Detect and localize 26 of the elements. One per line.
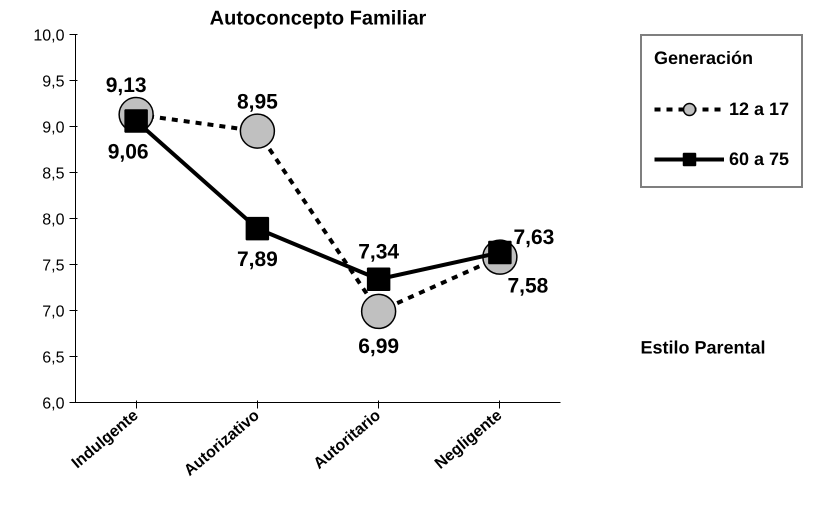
data-label: 9,13 [106,74,147,98]
y-tick-label: 10,0 [33,28,65,44]
data-label: 8,95 [236,90,278,114]
point [246,216,270,240]
x-axis-title: Estilo Parental [640,338,766,358]
point [360,294,396,330]
legend-label: 12 a 17 [729,98,790,120]
data-label: 7,58 [507,274,549,298]
data-label: 7,34 [358,240,400,264]
point [366,267,390,291]
data-label: 7,63 [513,226,554,250]
y-tick-label: 7,0 [42,304,65,320]
y-tick-label: 7,5 [42,258,65,274]
chart-title: Autoconcepto Familiar [210,8,427,30]
legend-title: Generación [654,48,754,69]
y-tick-label: 6,0 [42,396,65,412]
y-tick-label: 8,5 [42,166,65,182]
point [240,113,276,149]
y-tick-label: 6,5 [42,350,65,366]
data-label: 9,06 [108,140,149,164]
y-tick-label: 9,5 [42,74,65,90]
data-label: 7,89 [236,248,278,272]
y-tick-label: 9,0 [42,120,65,136]
data-label: 6,99 [358,334,400,358]
legend-label: 60 a 75 [729,148,790,170]
y-tick-label: 8,0 [42,212,65,228]
